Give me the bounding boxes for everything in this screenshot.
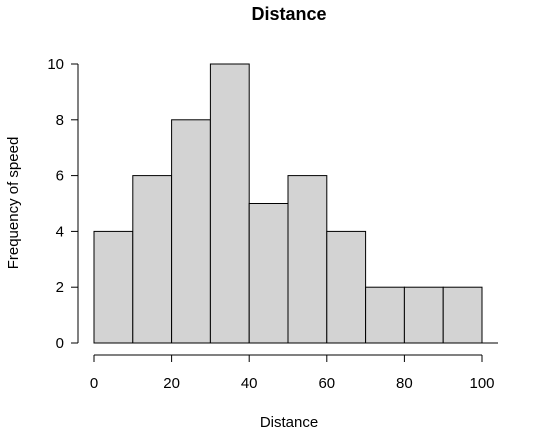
histogram-bar-9 bbox=[442, 286, 483, 344]
y-tick-label-2: 4 bbox=[56, 223, 64, 240]
y-tick-label-3: 6 bbox=[56, 168, 64, 185]
histogram-bar-6 bbox=[326, 230, 367, 344]
x-tick-label-3: 60 bbox=[318, 375, 335, 392]
x-tick-label-5: 100 bbox=[469, 375, 494, 392]
histogram-bar-3 bbox=[209, 63, 250, 344]
x-tick-label-2: 40 bbox=[241, 375, 258, 392]
histogram-bar-0 bbox=[93, 230, 134, 344]
y-tick-label-4: 8 bbox=[56, 112, 64, 129]
x-axis: 0 20 40 60 80 100 bbox=[90, 354, 495, 392]
y-axis: 0 2 4 6 8 10 bbox=[47, 56, 79, 352]
y-axis-label: Frequency of speed bbox=[5, 137, 22, 270]
histogram-bar-5 bbox=[287, 175, 328, 344]
y-tick-label-1: 2 bbox=[56, 279, 64, 296]
x-tick-label-0: 0 bbox=[90, 375, 98, 392]
histogram-bar-2 bbox=[171, 119, 211, 344]
x-axis-label: Distance bbox=[260, 414, 318, 430]
x-tick-label-1: 20 bbox=[163, 375, 180, 392]
x-tick-label-4: 80 bbox=[396, 375, 413, 392]
histogram-bar-4 bbox=[248, 203, 289, 344]
histogram-bar-1 bbox=[132, 175, 173, 344]
chart-title: Distance bbox=[251, 4, 326, 24]
histogram-bar-8 bbox=[403, 286, 444, 344]
y-tick-label-0: 0 bbox=[56, 335, 64, 352]
bars-group bbox=[93, 63, 498, 344]
y-tick-label-5: 10 bbox=[47, 56, 64, 73]
histogram-bar-7 bbox=[365, 286, 405, 344]
